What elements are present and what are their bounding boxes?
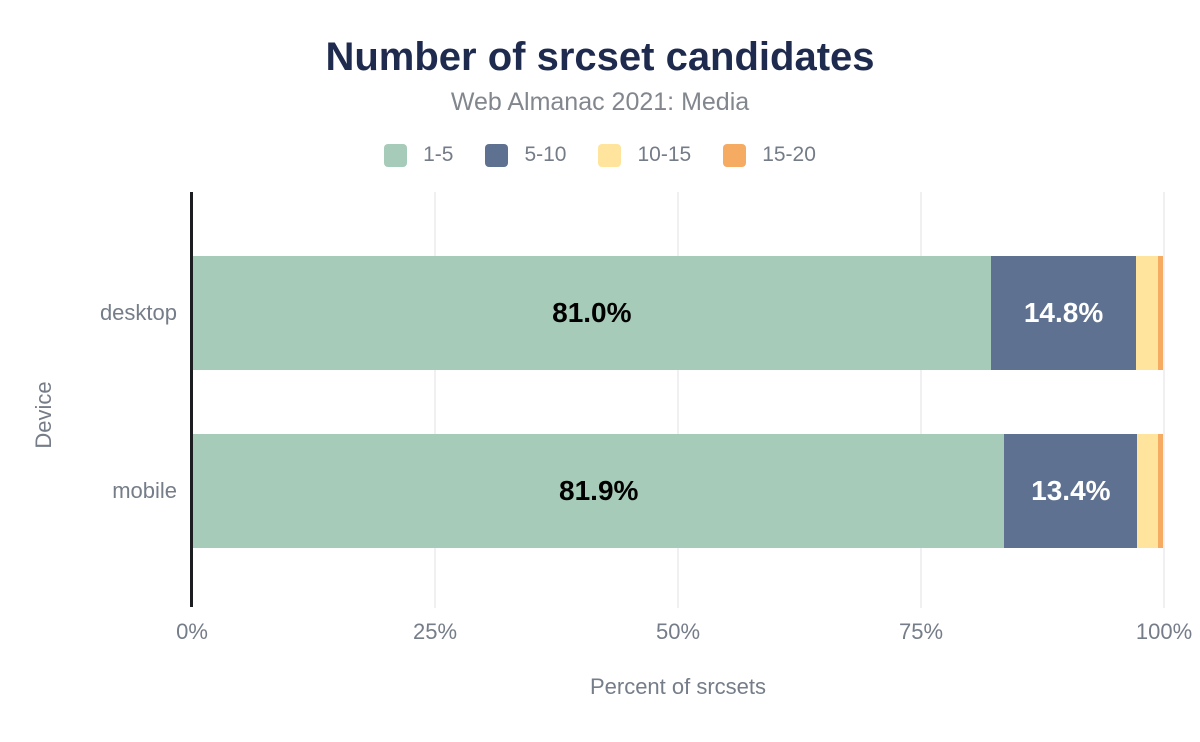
bar-segment-mobile-1-5[interactable]: 81.9%	[193, 434, 1005, 548]
gridline	[677, 192, 679, 608]
legend-swatch-icon	[723, 143, 747, 167]
bar-segment-desktop-15-20[interactable]	[1158, 256, 1164, 370]
gridline	[920, 192, 922, 608]
bar-value-label: 14.8%	[1023, 297, 1104, 328]
legend-item-10-15: 10-15	[598, 143, 691, 167]
bar-segment-mobile-10-15[interactable]	[1137, 434, 1159, 548]
bar-segment-desktop-10-15[interactable]	[1136, 256, 1159, 370]
y-tick-label-desktop: desktop	[99, 300, 177, 325]
x-tick-label: 75%	[898, 619, 944, 644]
bar-mobile: 81.9% 13.4%	[193, 434, 1163, 548]
y-axis-line	[190, 192, 193, 607]
legend-item-label: 5-10	[524, 143, 567, 166]
legend-item-5-10: 5-10	[485, 143, 566, 167]
x-tick-label: 0%	[176, 619, 208, 644]
legend-swatch-icon	[384, 143, 408, 167]
bar-segment-mobile-5-10[interactable]: 13.4%	[1004, 434, 1138, 548]
bar-value-label: 81.9%	[559, 475, 639, 506]
legend-item-label: 15-20	[762, 143, 816, 166]
y-tick-label-mobile: mobile	[112, 478, 177, 503]
gridline	[434, 192, 436, 608]
x-tick-label: 100%	[1135, 619, 1193, 644]
legend-item-label: 10-15	[637, 143, 692, 166]
y-axis-title: Device	[31, 381, 56, 449]
legend-item-15-20: 15-20	[723, 143, 816, 167]
x-tick-label: 25%	[412, 619, 458, 644]
x-axis-title: Percent of srcsets	[589, 674, 767, 699]
bar-segment-desktop-5-10[interactable]: 14.8%	[990, 256, 1137, 370]
bar-desktop: 81.0% 14.8%	[193, 256, 1164, 370]
bar-value-label: 81.0%	[552, 297, 632, 328]
legend: 1-5 5-10 10-15 15-20	[0, 142, 1200, 168]
gridline	[1163, 192, 1165, 608]
bar-value-label: 13.4%	[1031, 475, 1111, 506]
legend-swatch-icon	[598, 143, 622, 167]
plot-area: 81.0% 14.8% desktop 81.9% 13.4% mobile 0% 25% 50…	[100, 192, 1192, 644]
x-tick-label: 50%	[655, 619, 701, 644]
bar-segment-desktop-1-5[interactable]: 81.0%	[193, 256, 991, 370]
legend-item-1-5: 1-5	[384, 143, 453, 167]
chart-title: Number of srcset candidates	[325, 35, 875, 79]
bar-segment-mobile-15-20[interactable]	[1158, 434, 1163, 548]
legend-item-label: 1-5	[423, 143, 454, 166]
chart-subtitle: Web Almanac 2021: Media	[450, 88, 750, 116]
legend-swatch-icon	[485, 143, 509, 167]
